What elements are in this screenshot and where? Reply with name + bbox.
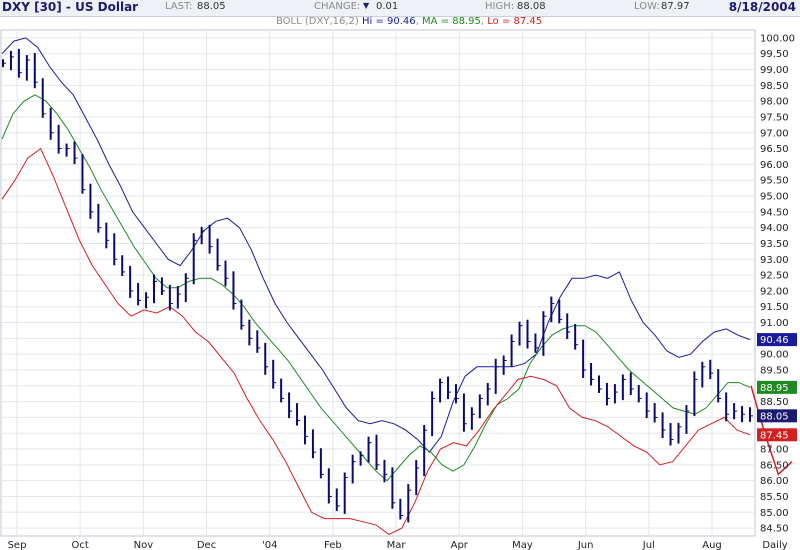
y-tick-label: 95.50 [760, 176, 789, 187]
y-tick-label: 91.50 [760, 302, 789, 313]
y-tick-label: 99.50 [760, 49, 789, 60]
x-tick-label: Aug [702, 540, 722, 550]
symbol-title: DXY [30] - US Dollar [2, 0, 139, 14]
y-tick-label: 86.50 [760, 460, 789, 471]
boll-lo-label: Lo = [487, 16, 514, 27]
plot-frame [0, 29, 756, 537]
boll-hi-label: Hi = [361, 16, 388, 27]
x-tick-label: Mar [387, 540, 407, 550]
low-value: 87.97 [661, 1, 690, 12]
y-tick-label: 97.00 [760, 128, 789, 139]
y-tick-label: 84.50 [760, 524, 789, 535]
high-value: 88.08 [517, 1, 546, 12]
x-tick-label: Nov [134, 540, 154, 550]
y-tick-label: 85.50 [760, 492, 789, 503]
x-axis: Sep Oct Nov Dec '04 Feb Mar Apr May Jun Jul Aug Dail… [8, 540, 788, 550]
y-tick-label: 97.50 [760, 112, 789, 123]
value-badge [757, 409, 797, 423]
y-tick-label: 90.00 [760, 350, 789, 361]
value-badges: 90.46 88.95 88.05 87.45 [757, 333, 797, 442]
y-tick-label: 87.00 [760, 445, 789, 456]
boll-ma-label: MA = [422, 16, 453, 27]
value-badge [757, 333, 797, 347]
y-tick-label: 91.00 [760, 318, 789, 329]
x-tick-label: Sep [8, 540, 27, 550]
value-badge-label: 90.46 [760, 335, 789, 346]
x-tick-label: Jun [577, 540, 594, 550]
boll-hi-value: 90.46 [387, 16, 416, 27]
y-axis: 100.00 99.50 99.00 98.50 98.00 97.50 97.00 96.5… [760, 33, 795, 534]
x-tick-label: '04 [262, 540, 277, 550]
x-tick-label: Oct [72, 540, 89, 550]
change-value: 0.01 [376, 1, 399, 12]
price-bars [2, 48, 753, 523]
y-tick-label: 88.50 [760, 397, 789, 408]
x-tick-label: Jul [642, 540, 655, 550]
change-label: CHANGE: [314, 1, 361, 12]
value-badge [757, 380, 797, 394]
y-tick-label: 99.00 [760, 65, 789, 76]
series-line-ma [1, 94, 751, 482]
quote-date: 8/18/2004 [728, 0, 796, 14]
y-tick-label: 89.50 [760, 365, 789, 376]
boll-label: BOLL (DXY,16,2) [276, 16, 359, 27]
y-tick-label: 98.50 [760, 81, 789, 92]
y-tick-label: 100.00 [760, 33, 795, 44]
quote-header: DXY [30] - US Dollar LAST: 88.05 CHANGE:… [0, 0, 800, 17]
value-badge-label: 87.45 [760, 430, 789, 441]
bollinger-bands [1, 37, 793, 535]
last-value: 88.05 [197, 1, 226, 12]
y-tick-label: 95.00 [760, 192, 789, 203]
x-tick-label: May [512, 540, 533, 550]
boll-ma-value: 88.95 [452, 16, 481, 27]
y-tick-label: 92.50 [760, 271, 789, 282]
value-badge-label: 88.95 [760, 383, 789, 394]
y-tick-label: 85.00 [760, 508, 789, 519]
boll-lo-value: 87.45 [513, 16, 543, 27]
y-tick-label: 96.50 [760, 144, 789, 155]
x-axis-note: Daily [762, 540, 787, 550]
y-tick-label: 93.50 [760, 239, 789, 250]
series-line-hi [1, 37, 751, 453]
high-label: HIGH: [485, 1, 515, 12]
y-tick-label: 86.00 [760, 476, 789, 487]
value-badge-label: 88.05 [760, 411, 789, 422]
x-tick-label: Dec [197, 540, 216, 550]
triangle-down-icon: ▼ [363, 1, 370, 10]
value-badge [757, 428, 797, 442]
boll-legend: BOLL (DXY,16,2) Hi = 90.46, MA = 88.95, … [276, 16, 543, 27]
y-tick-label: 96.00 [760, 160, 789, 171]
series-line-lo [1, 147, 751, 535]
low-label: LOW: [634, 1, 660, 12]
y-tick-label: 94.00 [760, 223, 789, 234]
last-label: LAST: [165, 1, 193, 12]
y-tick-label: 93.00 [760, 255, 789, 266]
y-tick-label: 92.00 [760, 286, 789, 297]
y-tick-label: 94.50 [760, 207, 789, 218]
x-tick-label: Feb [324, 540, 342, 550]
x-tick-label: Apr [451, 540, 469, 550]
y-tick-label: 98.00 [760, 97, 789, 108]
